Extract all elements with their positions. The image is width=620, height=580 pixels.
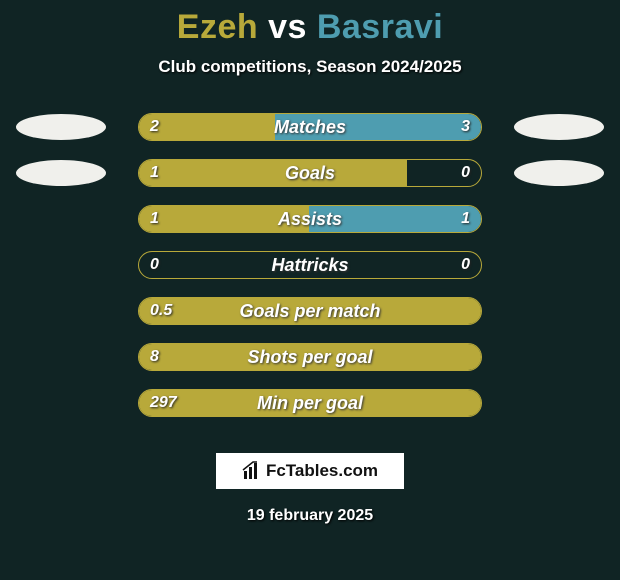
stat-value-right: 0 [461, 251, 470, 279]
date-text: 19 february 2025 [0, 507, 620, 525]
stat-bar-track [138, 343, 482, 371]
stat-row: 00Hattricks [0, 243, 620, 289]
stat-value-left: 8 [150, 343, 159, 371]
stat-bar-left [139, 298, 482, 324]
comparison-title: Ezeh vs Basravi [0, 0, 620, 47]
player-badge-right [514, 114, 604, 140]
stat-value-left: 1 [150, 159, 159, 187]
stat-value-left: 0.5 [150, 297, 172, 325]
stat-bar-track [138, 389, 482, 417]
stat-bar-track [138, 297, 482, 325]
stat-bar-track [138, 251, 482, 279]
stat-bar-left [139, 160, 407, 186]
stat-value-left: 1 [150, 205, 159, 233]
stat-bar-right [275, 114, 481, 140]
stat-row: 11Assists [0, 197, 620, 243]
player-badge-right [514, 160, 604, 186]
stat-value-left: 2 [150, 113, 159, 141]
stat-bar-track [138, 113, 482, 141]
stat-row: 0.5Goals per match [0, 289, 620, 335]
stat-row: 23Matches [0, 105, 620, 151]
stat-row: 297Min per goal [0, 381, 620, 427]
title-right-player: Basravi [317, 8, 443, 46]
title-left-player: Ezeh [177, 8, 258, 46]
stat-value-left: 0 [150, 251, 159, 279]
stats-stage: 23Matches10Goals11Assists00Hattricks0.5G… [0, 105, 620, 427]
stat-bar-left [139, 344, 482, 370]
player-badge-left [16, 160, 106, 186]
subtitle: Club competitions, Season 2024/2025 [0, 57, 620, 77]
stat-row: 8Shots per goal [0, 335, 620, 381]
stat-row: 10Goals [0, 151, 620, 197]
stat-bar-track [138, 205, 482, 233]
stat-value-right: 0 [461, 159, 470, 187]
chart-icon [242, 461, 262, 481]
stat-value-right: 1 [461, 205, 470, 233]
stat-bar-track [138, 159, 482, 187]
stat-bar-left [139, 390, 482, 416]
stat-value-right: 3 [461, 113, 470, 141]
title-vs: vs [258, 8, 317, 46]
watermark-text: FcTables.com [266, 461, 378, 481]
stat-value-left: 297 [150, 389, 177, 417]
watermark: FcTables.com [216, 453, 404, 489]
player-badge-left [16, 114, 106, 140]
stat-bar-left [139, 206, 311, 232]
stat-bar-left [139, 114, 277, 140]
stat-bar-right [309, 206, 481, 232]
